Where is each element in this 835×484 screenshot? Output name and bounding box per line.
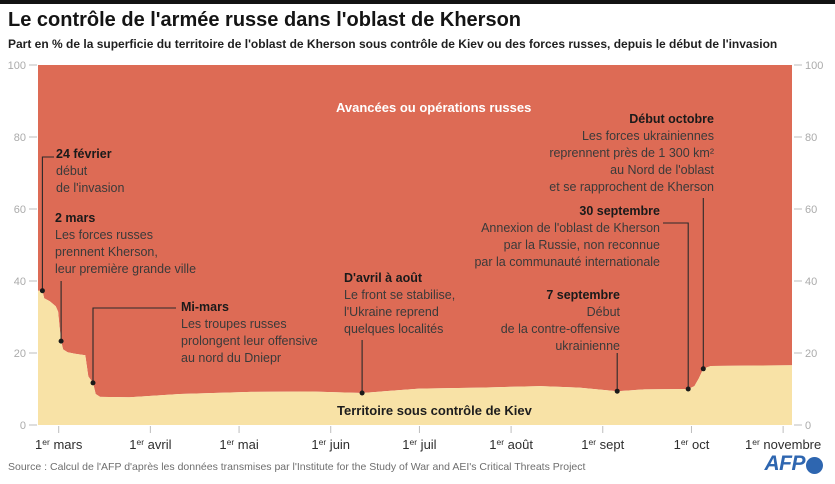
- annotation-line: ukrainienne: [555, 339, 620, 353]
- data-point-marker: [685, 386, 691, 392]
- annotation-title: 2 mars: [55, 211, 96, 225]
- annotation-line: reprennent près de 1 300 km²: [549, 146, 714, 160]
- annotation-leader-line: [663, 222, 689, 389]
- x-axis-label: 1er août: [489, 437, 533, 452]
- y-axis-label-left: 100: [8, 60, 26, 72]
- annotation-line: de la contre-offensive: [500, 322, 620, 336]
- afp-logo: AFP: [764, 452, 823, 476]
- y-axis-label-left: 80: [14, 132, 26, 144]
- source-note: Source : Calcul de l'AFP d'après les don…: [8, 461, 586, 473]
- annotation-title: Début octobre: [629, 112, 714, 126]
- area-russian-control: [38, 65, 792, 398]
- annotation-leader-line: [92, 307, 176, 383]
- annotation-line: quelques localités: [344, 322, 444, 336]
- y-axis-label-right: 80: [805, 132, 817, 144]
- x-axis-label: 1er juil: [402, 437, 436, 452]
- annotation-line: au nord du Dniepr: [181, 351, 282, 365]
- data-point-marker: [90, 380, 96, 386]
- y-axis-label-left: 0: [20, 420, 26, 432]
- annotation-line: Les forces russes: [55, 228, 153, 242]
- annotation-line: leur première grande ville: [55, 262, 197, 276]
- annotation-line: début: [56, 164, 88, 178]
- label-russian-advances: Avancées ou opérations russes: [336, 100, 532, 115]
- annotation-line: par la Russie, non reconnue: [503, 238, 660, 252]
- label-kiev-territory: Territoire sous contrôle de Kiev: [337, 403, 532, 418]
- y-axis-label-left: 60: [14, 204, 26, 216]
- area-kiev-control: [38, 290, 792, 425]
- annotation-leader-line: [41, 156, 54, 291]
- annotation-2-mars: 2 mars Les forces russes prennent Kherso…: [55, 210, 196, 278]
- annotation-title: Mi-mars: [181, 300, 229, 314]
- annotation-title: 30 septembre: [579, 204, 660, 218]
- annotation-line: l'Ukraine reprend: [344, 305, 439, 319]
- x-axis-label: 1er sept: [581, 437, 624, 452]
- data-point-marker: [614, 388, 620, 394]
- top-border: [0, 0, 835, 4]
- annotation-line: au Nord de l'oblast: [610, 163, 714, 177]
- annotation-line: prennent Kherson,: [55, 245, 158, 259]
- y-axis-label-right: 100: [805, 60, 823, 72]
- y-axis-label-right: 60: [805, 204, 817, 216]
- x-axis-label: 1er novembre: [745, 437, 821, 452]
- annotation-title: 7 septembre: [546, 288, 620, 302]
- x-axis-label: 1er mai: [219, 437, 258, 452]
- x-axis-label: 1er mars: [35, 437, 83, 452]
- page-subtitle: Part en % de la superficie du territoire…: [8, 37, 778, 51]
- annotation-line: Les forces ukrainiennes: [581, 129, 714, 143]
- annotation-avril-aout: D'avril à août Le front se stabilise, l'…: [344, 270, 455, 338]
- annotation-debut-octobre: Début octobre Les forces ukrainiennes re…: [514, 111, 714, 196]
- annotation-line: Annexion de l'oblast de Kherson: [481, 221, 660, 235]
- afp-logo-text: AFP: [764, 452, 806, 475]
- annotation-line: Début: [586, 305, 620, 319]
- annotation-title: D'avril à août: [344, 271, 422, 285]
- annotation-line: prolongent leur offensive: [181, 334, 318, 348]
- annotation-7-septembre: 7 septembre Début de la contre-offensive…: [420, 287, 620, 355]
- annotation-line: par la communauté internationale: [474, 255, 660, 269]
- afp-logo-dot: [806, 457, 823, 474]
- annotation-line: de l'invasion: [56, 181, 125, 195]
- data-point-marker: [359, 390, 365, 396]
- annotation-line: et se rapprochent de Kherson: [549, 180, 714, 194]
- x-axis-label: 1er oct: [674, 437, 710, 452]
- annotation-24-fevrier: 24 février début de l'invasion: [56, 146, 124, 197]
- annotation-line: Le front se stabilise,: [344, 288, 456, 302]
- data-point-marker: [39, 288, 45, 294]
- x-axis-label: 1er juin: [311, 437, 350, 452]
- y-axis-label-left: 40: [14, 276, 26, 288]
- annotation-30-septembre: 30 septembre Annexion de l'oblast de Khe…: [440, 203, 660, 271]
- y-axis-label-right: 20: [805, 348, 817, 360]
- y-axis-label-left: 20: [14, 348, 26, 360]
- annotation-mi-mars: Mi-mars Les troupes russes prolongent le…: [181, 299, 318, 367]
- page-title: Le contrôle de l'armée russe dans l'obla…: [8, 9, 521, 31]
- y-axis-label-right: 0: [805, 420, 811, 432]
- annotation-title: 24 février: [56, 147, 112, 161]
- y-axis-label-right: 40: [805, 276, 817, 288]
- x-axis-label: 1er avril: [129, 437, 171, 452]
- data-point-marker: [58, 338, 64, 344]
- data-point-marker: [700, 366, 706, 372]
- annotation-line: Les troupes russes: [181, 317, 287, 331]
